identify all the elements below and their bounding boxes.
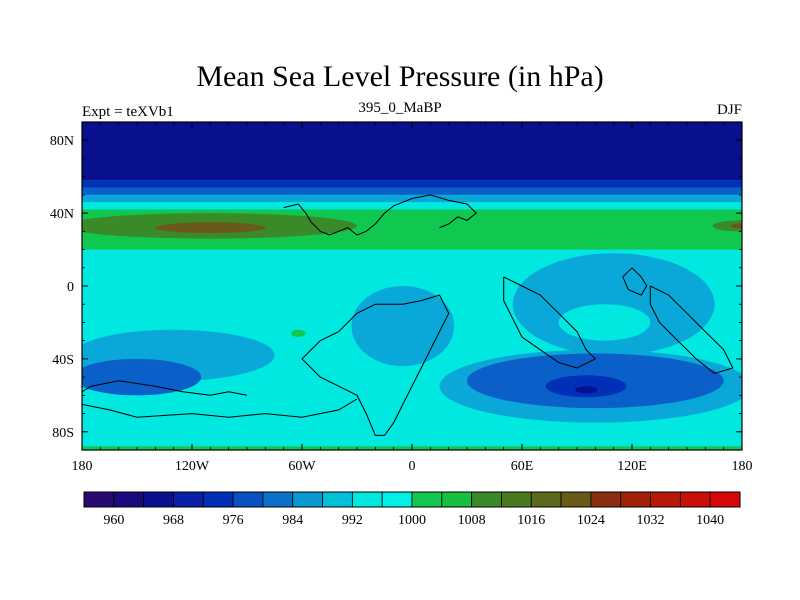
- lat-tick-label: 40N: [50, 207, 74, 222]
- coastline-6: [622, 267, 648, 296]
- colorbar-label: 1024: [577, 513, 605, 528]
- zone-polar-low-north: [82, 122, 742, 181]
- lat-tick-label: 0: [67, 280, 74, 295]
- colorbar-box: [411, 491, 443, 508]
- colorbar-box: [679, 491, 711, 508]
- lon-tick-label: 180: [72, 459, 93, 474]
- lon-tick-label: 120E: [617, 459, 647, 474]
- lat-tick-label: 80N: [50, 134, 74, 149]
- colorbar-box: [620, 491, 651, 508]
- lat-tick-label: 40S: [52, 353, 74, 368]
- blob-inner-1000-east: [558, 304, 651, 341]
- map-title: Mean Sea Level Pressure (in hPa): [196, 60, 604, 93]
- colorbar: 960 968 976 984 992 1000 1008 1016 1024 1032 1040: [83, 491, 741, 528]
- coastline-4: [503, 276, 597, 369]
- colorbar-label: 1008: [458, 513, 486, 528]
- season-label: DJF: [716, 102, 742, 118]
- coastline-2: [82, 380, 248, 396]
- zone-north-ring-976: [82, 180, 742, 188]
- blob-high-1016-pacific-edge: [712, 220, 742, 232]
- lon-tick-label: 0: [409, 459, 416, 474]
- blob-high-1024-atlantic: [155, 222, 266, 234]
- colorbar-box: [262, 491, 294, 508]
- colorbar-box: [351, 491, 383, 508]
- colorbar-box: [560, 491, 592, 508]
- coastline-layer: [82, 194, 734, 436]
- colorbar-box: [471, 491, 502, 508]
- colorbar-label: 960: [103, 513, 124, 528]
- lon-tick-label: 120W: [175, 459, 210, 474]
- blob-low-992-central: [351, 286, 455, 367]
- lon-tick-label: 60E: [511, 459, 534, 474]
- blob-small-1008-cell: [291, 329, 306, 338]
- blob-low-968-center: [575, 386, 598, 394]
- coastline-5: [649, 285, 734, 375]
- lon-tick-label: 180: [732, 459, 753, 474]
- colorbar-box: [441, 491, 473, 508]
- lon-tick-label: 60W: [288, 459, 316, 474]
- colorbar-box: [292, 491, 323, 508]
- colorbar-box: [143, 491, 174, 508]
- colorbar-border: [83, 491, 741, 508]
- colorbar-box: [322, 491, 353, 508]
- colorbar-label: 992: [342, 513, 363, 528]
- map-subtitle: 395_0_MaBP: [358, 100, 442, 116]
- map-fill-layer: [82, 122, 742, 450]
- colorbar-box: [113, 491, 145, 508]
- colorbar-label: 1032: [637, 513, 665, 528]
- lat-tick-label: 80S: [52, 426, 74, 441]
- axis-ticks: 180 120W 60W 0 60E 120E 180 80N 40N 0 40S 80S: [50, 121, 753, 474]
- colorbar-label: 968: [163, 513, 184, 528]
- coastline-0: [283, 194, 477, 236]
- blob-low-984-pacific: [82, 358, 202, 396]
- experiment-label: Expt = teXVb1: [82, 104, 174, 120]
- colorbar-box: [381, 491, 413, 508]
- colorbar-label: 976: [223, 513, 244, 528]
- colorbar-box: [501, 491, 532, 508]
- colorbar-label: 1016: [517, 513, 545, 528]
- colorbar-box: [173, 491, 204, 508]
- coastline-1: [301, 294, 450, 436]
- colorbar-box: [709, 491, 741, 508]
- colorbar-box: [530, 491, 562, 508]
- zone-north-band-1000: [82, 202, 742, 210]
- coastline-3: [82, 398, 358, 418]
- colorbar-box: [202, 491, 234, 508]
- colorbar-label: 1000: [398, 513, 426, 528]
- colorbar-box: [650, 491, 681, 508]
- colorbar-label: 984: [282, 513, 303, 528]
- zone-north-ring-984: [82, 187, 742, 195]
- blob-low-976-core: [545, 375, 627, 398]
- colorbar-box: [232, 491, 264, 508]
- blob-high-1024-pacific-edge: [731, 223, 742, 229]
- colorbar-box: [590, 491, 622, 508]
- colorbar-box: [83, 491, 115, 508]
- colorbar-label: 1040: [696, 513, 724, 528]
